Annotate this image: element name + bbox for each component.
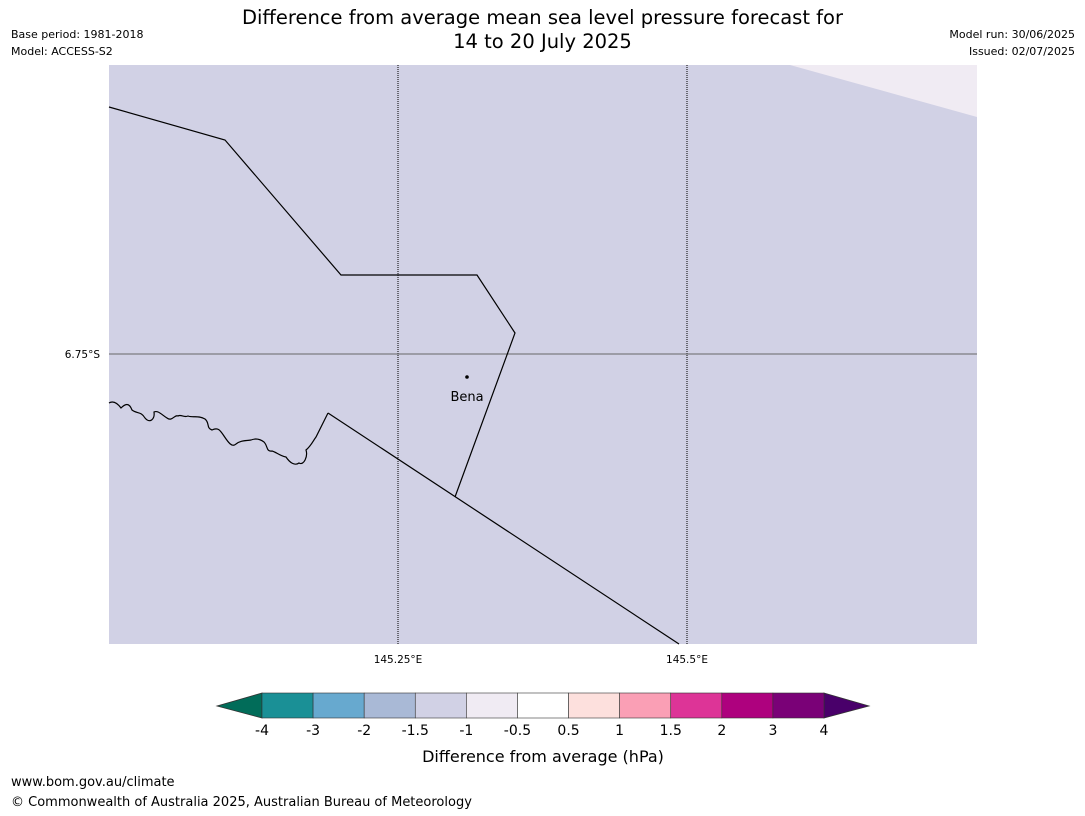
place-marker [465, 375, 469, 379]
province-boundary [108, 106, 516, 498]
model-name: Model: ACCESS-S2 [11, 45, 113, 58]
colorbar-low-extend [215, 692, 263, 719]
map-corner-contour [790, 65, 977, 117]
meta-right: Model run: 30/06/2025 Issued: 02/07/2025 [949, 26, 1075, 60]
meta-left: Base period: 1981-2018 Model: ACCESS-S2 [11, 26, 143, 60]
colorbar-segment [619, 692, 672, 719]
title-line-2: 14 to 20 July 2025 [453, 30, 632, 53]
base-period: Base period: 1981-2018 [11, 28, 144, 41]
colorbar-tick-label: -2 [357, 723, 371, 739]
colorbar-tick-label: 3 [768, 723, 777, 739]
colorbar-segment [670, 692, 723, 719]
province-boundary-south [327, 412, 680, 645]
colorbar-segments [261, 692, 825, 719]
footer-url: www.bom.gov.au/climate [11, 775, 175, 790]
place-label: Bena [450, 390, 483, 405]
colorbar-segment [772, 692, 825, 719]
colorbar-segment [568, 692, 620, 719]
issued-date: Issued: 02/07/2025 [968, 45, 1075, 58]
chart-title: Difference from average mean sea level p… [0, 6, 1085, 54]
title-line-1: Difference from average mean sea level p… [242, 6, 843, 29]
colorbar-label: Difference from average (hPa) [422, 747, 664, 766]
colorbar-segment [466, 692, 518, 719]
colorbar-segment [312, 692, 365, 719]
colorbar-tick-label: 0.5 [557, 723, 579, 739]
colorbar: -4 -3 -2 -1.5 -1 -0.5 0.5 1 1.5 2 3 4 [215, 692, 871, 739]
colorbar-segment [261, 692, 314, 719]
colorbar-tick-label: -1.5 [402, 723, 429, 739]
river-line [108, 401, 329, 465]
colorbar-segment [517, 692, 569, 719]
model-run: Model run: 30/06/2025 [949, 28, 1075, 41]
colorbar-segment [721, 692, 774, 719]
colorbar-tick-label: 1 [615, 723, 624, 739]
colorbar-tick-label: 1.5 [660, 723, 682, 739]
colorbar-segment [363, 692, 416, 719]
colorbar-tick-label: -1 [459, 723, 473, 739]
colorbar-tick-label: 4 [820, 723, 829, 739]
colorbar-tick-label: -3 [306, 723, 320, 739]
footer-copyright: © Commonwealth of Australia 2025, Austra… [11, 795, 472, 810]
colorbar-high-extend [823, 692, 871, 719]
lat-label: 6.75°S [65, 349, 101, 361]
lon-label-2: 145.5°E [666, 654, 708, 666]
colorbar-tick-label: 2 [717, 723, 726, 739]
colorbar-ticks: -4 -3 -2 -1.5 -1 -0.5 0.5 1 1.5 2 3 4 [255, 723, 829, 739]
colorbar-segment [414, 692, 467, 719]
lon-label-1: 145.25°E [374, 654, 423, 666]
colorbar-tick-label: -4 [255, 723, 269, 739]
colorbar-tick-label: -0.5 [504, 723, 531, 739]
